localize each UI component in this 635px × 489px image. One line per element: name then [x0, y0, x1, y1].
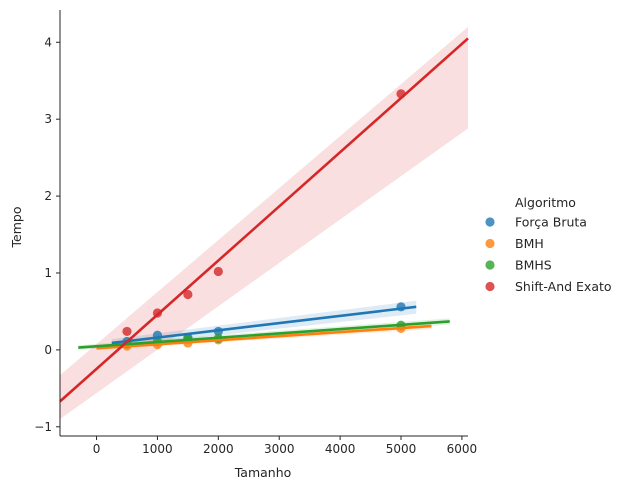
regression-line-forca-bruta [111, 305, 417, 345]
y-tick-label: 0 [44, 343, 52, 357]
data-point-shift-and-exato [213, 266, 223, 277]
y-ticks: −1 0 1 2 3 4 [34, 35, 60, 434]
data-point-shift-and-exato [183, 289, 193, 300]
regression-line-bmhs [78, 320, 450, 349]
y-tick-label: 3 [44, 112, 52, 126]
legend-marker [485, 238, 495, 249]
legend-entry-label: BMHS [515, 258, 552, 273]
x-tick-label: 0 [93, 442, 101, 456]
y-tick-label: 4 [44, 35, 52, 49]
legend-marker [485, 260, 495, 270]
x-ticks: 0 1000 2000 3000 4000 5000 6000 [93, 436, 477, 456]
legend-title: Algoritmo [515, 195, 576, 210]
legend-entry-label: Shift-And Exato [515, 279, 612, 294]
ci-band-shift-and-exato [60, 26, 468, 420]
x-axis-label: Tamanho [234, 465, 292, 480]
x-tick-label: 5000 [386, 442, 417, 456]
data-point-shift-and-exato [122, 326, 132, 337]
legend-entry-label: BMH [515, 236, 544, 251]
y-tick-label: −1 [34, 420, 52, 434]
x-tick-label: 3000 [264, 442, 295, 456]
y-tick-label: 2 [44, 189, 52, 203]
x-tick-label: 6000 [447, 442, 478, 456]
x-tick-label: 1000 [142, 442, 173, 456]
legend-marker [485, 281, 495, 292]
axes [59, 10, 468, 437]
x-tick-label: 2000 [203, 442, 234, 456]
regression-line-shift-and-exato [59, 37, 469, 403]
legend-entry-label: Força Bruta [515, 215, 587, 230]
y-axis-label: Tempo [9, 207, 24, 249]
regression-lines [59, 37, 469, 403]
x-tick-label: 4000 [325, 442, 356, 456]
y-tick-label: 1 [44, 266, 52, 280]
regression-line-bmh [96, 324, 432, 350]
confidence-bands [60, 26, 468, 420]
legend: Algoritmo Força Bruta BMH BMHS Shift-And Ex… [485, 195, 612, 294]
legend-marker [485, 217, 495, 227]
